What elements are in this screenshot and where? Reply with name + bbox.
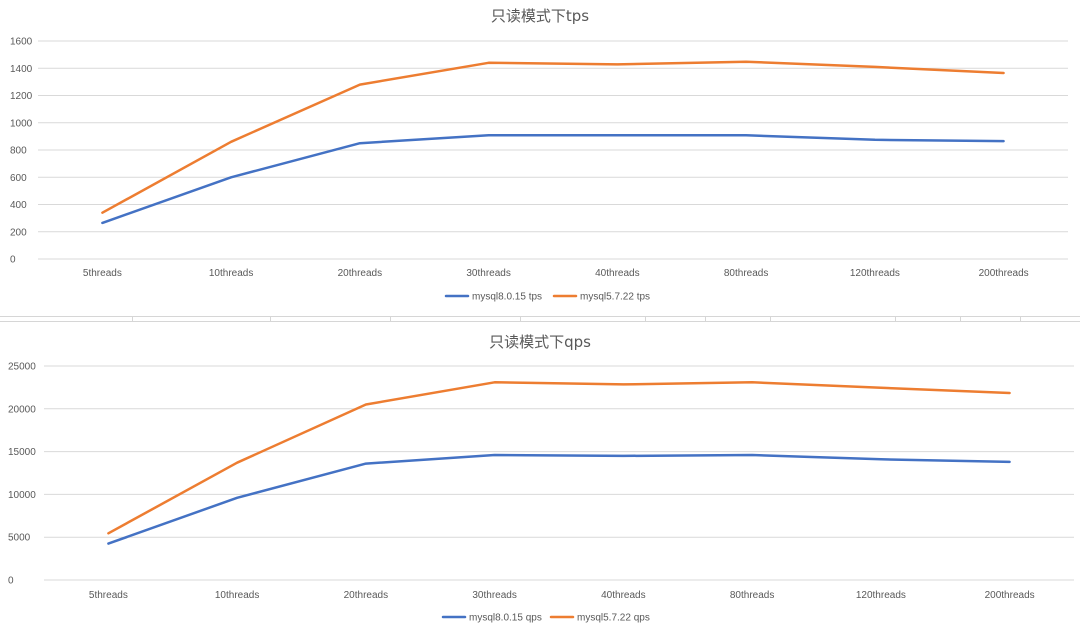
x-tick-label: 5threads	[83, 268, 122, 279]
series-line-1	[101, 134, 1005, 225]
y-tick-label: 20000	[8, 404, 36, 415]
y-tick-label: 10000	[8, 490, 36, 501]
chart-title: 只读模式下tps	[491, 7, 589, 25]
x-tick-label: 120threads	[856, 590, 906, 601]
separator-tick	[390, 317, 391, 321]
series-line-2	[107, 381, 1011, 535]
series-line-1	[107, 453, 1011, 545]
x-tick-label: 200threads	[985, 590, 1035, 601]
x-tick-label: 20threads	[344, 590, 388, 601]
y-tick-label: 5000	[8, 533, 31, 544]
y-tick-label: 15000	[8, 447, 36, 458]
chart-qps-svg: 只读模式下qps 0 5000 10000 15000 20000 25000 5thread…	[8, 333, 1074, 624]
y-tick-label: 1000	[10, 118, 33, 129]
legend-label: mysql8.0.15 tps	[472, 292, 542, 303]
y-tick-label: 0	[8, 576, 14, 587]
separator-tick	[895, 317, 896, 321]
x-tick-label: 10threads	[209, 268, 253, 279]
separator-tick	[645, 317, 646, 321]
x-tick-label: 30threads	[466, 268, 510, 279]
x-tick-label: 80threads	[724, 268, 768, 279]
x-tick-label: 20threads	[338, 268, 382, 279]
separator-tick	[270, 317, 271, 321]
chart-qps[interactable]: 只读模式下qps 0 5000 10000 15000 20000 25000 5thread…	[0, 322, 1080, 633]
separator-tick	[960, 317, 961, 321]
x-tick-label: 40threads	[601, 590, 645, 601]
y-tick-label: 1400	[10, 64, 33, 75]
x-tick-label: 10threads	[215, 590, 259, 601]
y-tick-label: 800	[10, 146, 27, 157]
chart-title: 只读模式下qps	[489, 333, 591, 351]
separator-tick	[520, 317, 521, 321]
y-tick-label: 0	[10, 255, 16, 266]
chart-separator	[0, 316, 1080, 322]
y-tick-label: 400	[10, 200, 27, 211]
separator-tick	[132, 317, 133, 321]
chart-tps-svg: 只读模式下tps 0 200 400 600 800 1000 1200 1400 1600 5th…	[10, 7, 1068, 303]
x-tick-label: 120threads	[850, 268, 900, 279]
x-tick-label: 80threads	[730, 590, 774, 601]
y-tick-label: 200	[10, 227, 27, 238]
separator-tick	[705, 317, 706, 321]
y-tick-label: 25000	[8, 362, 36, 373]
separator-tick	[1020, 317, 1021, 321]
chart-tps[interactable]: 只读模式下tps 0 200 400 600 800 1000 1200 1400 1600 5th…	[0, 0, 1080, 316]
x-tick-label: 40threads	[595, 268, 639, 279]
y-tick-label: 600	[10, 173, 27, 184]
legend-label: mysql5.7.22 tps	[580, 292, 650, 303]
y-tick-label: 1200	[10, 91, 33, 102]
x-tick-label: 5threads	[89, 590, 128, 601]
separator-tick	[770, 317, 771, 321]
legend-label: mysql8.0.15 qps	[469, 613, 542, 624]
y-tick-label: 1600	[10, 37, 33, 48]
legend-label: mysql5.7.22 qps	[577, 613, 650, 624]
x-tick-label: 200threads	[979, 268, 1029, 279]
x-tick-label: 30threads	[472, 590, 516, 601]
series-line-2	[101, 60, 1005, 214]
